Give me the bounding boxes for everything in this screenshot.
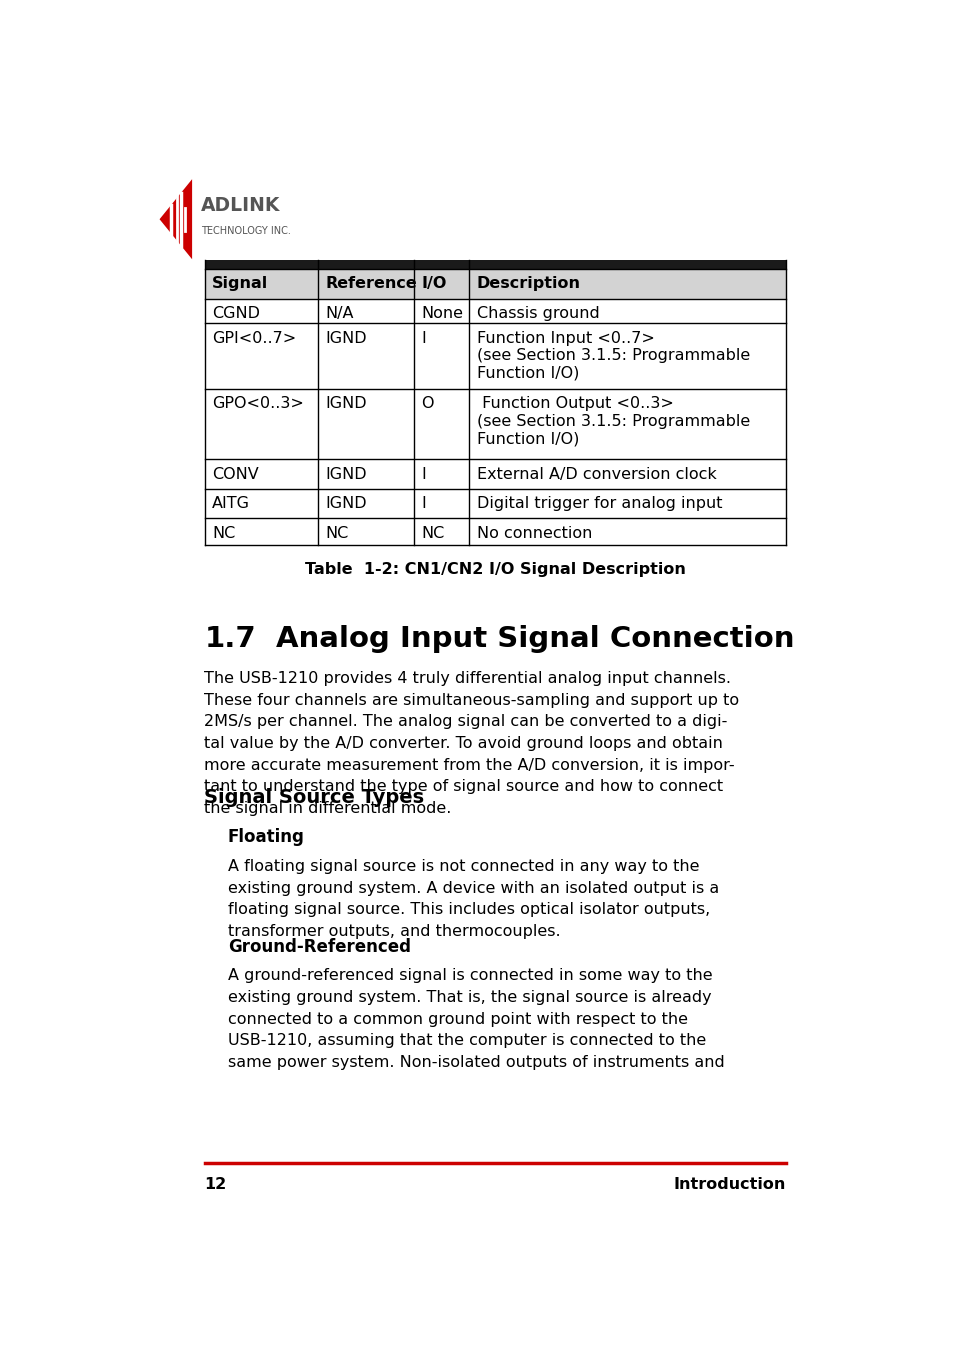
Text: Function Output <0..3>
(see Section 3.1.5: Programmable
Function I/O): Function Output <0..3> (see Section 3.1.… (476, 396, 749, 446)
Text: IGND: IGND (325, 468, 367, 483)
Text: TECHNOLOGY INC.: TECHNOLOGY INC. (200, 226, 291, 235)
Text: I: I (421, 331, 426, 346)
Text: Function Input <0..7>
(see Section 3.1.5: Programmable
Function I/O): Function Input <0..7> (see Section 3.1.5… (476, 331, 749, 381)
Text: Chassis ground: Chassis ground (476, 307, 598, 322)
Text: Signal: Signal (212, 276, 268, 292)
Text: N/A: N/A (325, 307, 354, 322)
Text: Ground-Referenced: Ground-Referenced (228, 938, 411, 956)
Text: Description: Description (476, 276, 580, 292)
Text: Introduction: Introduction (673, 1178, 785, 1192)
Bar (204, 269, 785, 299)
Bar (204, 518, 785, 545)
Bar (204, 299, 785, 323)
Bar (204, 323, 785, 388)
Text: CGND: CGND (212, 307, 260, 322)
Text: IGND: IGND (325, 331, 367, 346)
Text: I/O: I/O (421, 276, 446, 292)
Bar (204, 388, 785, 460)
Text: External A/D conversion clock: External A/D conversion clock (476, 468, 716, 483)
Text: Analog Input Signal Connection: Analog Input Signal Connection (275, 625, 794, 653)
Text: No connection: No connection (476, 526, 592, 541)
Text: The USB-1210 provides 4 truly differential analog input channels.
These four cha: The USB-1210 provides 4 truly differenti… (204, 671, 739, 815)
Text: NC: NC (325, 526, 349, 541)
Text: GPI<0..7>: GPI<0..7> (212, 331, 296, 346)
Text: Signal Source Types: Signal Source Types (204, 788, 424, 807)
Bar (204, 460, 785, 488)
Text: NC: NC (421, 526, 444, 541)
Text: None: None (421, 307, 463, 322)
Text: IGND: IGND (325, 496, 367, 511)
Text: Table  1-2: CN1/CN2 I/O Signal Description: Table 1-2: CN1/CN2 I/O Signal Descriptio… (304, 562, 685, 577)
Text: 12: 12 (204, 1178, 227, 1192)
Text: GPO<0..3>: GPO<0..3> (212, 396, 304, 411)
Text: A floating signal source is not connected in any way to the
existing ground syst: A floating signal source is not connecte… (228, 859, 719, 938)
Text: ADLINK: ADLINK (200, 196, 280, 215)
Text: A ground-referenced signal is connected in some way to the
existing ground syste: A ground-referenced signal is connected … (228, 968, 723, 1069)
Bar (204, 488, 785, 518)
Text: Floating: Floating (228, 829, 304, 846)
Text: AITG: AITG (212, 496, 250, 511)
Text: I: I (421, 468, 426, 483)
Text: O: O (421, 396, 434, 411)
Text: IGND: IGND (325, 396, 367, 411)
Text: CONV: CONV (212, 468, 258, 483)
Polygon shape (159, 180, 192, 260)
Text: Reference: Reference (325, 276, 416, 292)
Text: 1.7: 1.7 (204, 625, 256, 653)
Text: NC: NC (212, 526, 235, 541)
Bar (204, 260, 785, 269)
Text: I: I (421, 496, 426, 511)
Text: Digital trigger for analog input: Digital trigger for analog input (476, 496, 721, 511)
